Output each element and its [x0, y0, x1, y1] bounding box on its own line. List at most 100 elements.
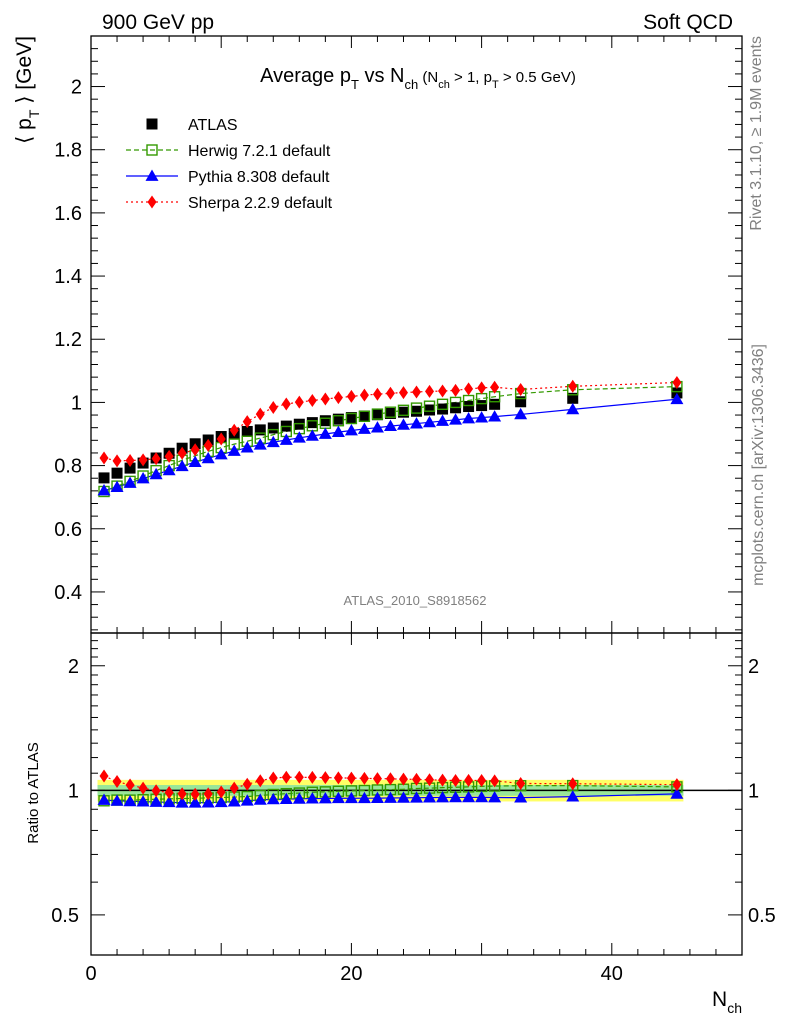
pythia-point — [475, 411, 489, 423]
ratio-y-tick-label-right: 2 — [748, 656, 759, 678]
pythia-point — [514, 407, 528, 420]
xlabel-sub: ch — [727, 1000, 742, 1016]
pythia-ratio-point — [462, 790, 476, 803]
atlas-point — [111, 467, 123, 479]
legend-label-herwig: Herwig 7.2.1 default — [188, 143, 331, 160]
sherpa-ratio-point — [164, 785, 174, 799]
pythia-point — [266, 435, 280, 448]
sherpa-point — [333, 391, 343, 405]
pythia-point — [292, 431, 306, 443]
pythia-ratio-point — [97, 793, 111, 805]
pythia-ratio-point — [410, 791, 423, 803]
sherpa-point — [294, 395, 304, 409]
sherpa-point — [177, 446, 187, 460]
title-part-a: Average p — [260, 65, 351, 87]
pythia-point — [175, 459, 189, 472]
sherpa-ratio-point — [242, 777, 252, 791]
pythia-point — [227, 444, 241, 456]
sherpa-ratio-point — [229, 781, 239, 795]
pythia-point — [396, 418, 410, 430]
ylabel-close: ⟩ [GeV] — [13, 36, 36, 110]
herwig-point — [410, 402, 423, 414]
sherpa-ratio-point — [425, 773, 435, 787]
sherpa-ratio-point — [294, 770, 304, 784]
pythia-point — [188, 455, 202, 467]
sherpa-ratio-point — [372, 772, 382, 786]
sherpa-point — [307, 394, 317, 408]
atlas-point — [424, 404, 436, 416]
pythia-point — [123, 476, 137, 488]
sherpa-point — [242, 415, 252, 429]
main-y-tick-label: 1 — [71, 392, 82, 414]
main-y-tick-label: 1.2 — [54, 329, 82, 351]
legend-marker-sherpa — [147, 195, 157, 209]
sherpa-ratio-point — [464, 773, 474, 787]
sherpa-point — [477, 381, 487, 395]
sherpa-point — [359, 388, 369, 402]
herwig-point — [449, 396, 462, 409]
legend-label-sherpa: Sherpa 2.2.9 default — [188, 195, 333, 212]
pythia-ratio-point — [488, 791, 502, 803]
pythia-point — [423, 415, 437, 428]
pythia-point — [410, 417, 423, 429]
pythia-point — [449, 413, 463, 425]
pythia-ratio-point — [266, 792, 280, 805]
pythia-point — [566, 402, 580, 415]
sherpa-point — [138, 453, 148, 467]
pythia-point — [318, 427, 332, 439]
pythia-point — [436, 414, 450, 426]
sherpa-point — [490, 380, 500, 394]
sherpa-ratio-point — [99, 769, 109, 783]
sherpa-ratio-point — [359, 771, 369, 785]
x-tick-label: 40 — [601, 963, 623, 985]
sherpa-ratio-point — [490, 774, 500, 788]
atlas-point — [332, 413, 344, 425]
sherpa-point — [372, 387, 382, 401]
sherpa-ratio-point — [568, 777, 578, 791]
atlas-point — [241, 425, 253, 437]
atlas-point — [489, 398, 501, 410]
main-y-tick-label: 1.4 — [54, 266, 82, 288]
herwig-main-line — [103, 386, 677, 493]
sherpa-ratio-point — [398, 772, 408, 786]
pythia-ratio-point — [240, 794, 254, 806]
side-label-bottom: mcplots.cern.ch [arXiv:1306.3436] — [750, 344, 767, 586]
sherpa-point — [438, 384, 448, 398]
title-part-d: > 1, p — [450, 69, 492, 86]
herwig-point — [358, 410, 371, 423]
pythia-ratio-point — [227, 795, 241, 807]
sherpa-ratio-point — [151, 784, 161, 798]
title-sub-d: T — [492, 79, 499, 91]
sherpa-ratio-point — [177, 787, 187, 801]
main-y-tick-label: 0.4 — [54, 582, 82, 604]
pythia-ratio-point — [566, 790, 580, 802]
sherpa-ratio-point — [268, 771, 278, 785]
pythia-point — [214, 448, 228, 460]
pythia-ratio-point — [136, 795, 150, 807]
pythia-ratio-point — [149, 795, 163, 807]
pythia-ratio-point — [514, 791, 528, 803]
title-part-c: (N — [418, 69, 438, 86]
herwig-point — [423, 400, 436, 412]
pythia-ratio-point — [188, 796, 202, 808]
ratio-y-tick-label-left: 0.5 — [51, 905, 79, 927]
xlabel-main: N — [712, 988, 727, 1011]
sherpa-ratio-point — [255, 774, 265, 788]
pythia-ratio-point — [175, 796, 189, 808]
pythia-ratio-point — [318, 792, 332, 804]
pythia-point — [201, 451, 215, 464]
pythia-ratio-point — [357, 791, 371, 804]
ylabel-open: ⟨ p — [13, 118, 36, 144]
pythia-point — [357, 422, 371, 434]
sherpa-point — [151, 452, 161, 466]
pythia-point — [162, 463, 176, 476]
sherpa-ratio-point — [385, 772, 395, 786]
pythia-ratio-point — [214, 795, 228, 808]
pythia-point — [240, 441, 254, 453]
atlas-point — [306, 417, 318, 429]
pythia-point — [149, 467, 163, 480]
pythia-point — [279, 433, 293, 445]
pythia-point — [97, 484, 111, 496]
pythia-ratio-point — [162, 795, 176, 808]
pythia-ratio-point — [423, 791, 437, 803]
